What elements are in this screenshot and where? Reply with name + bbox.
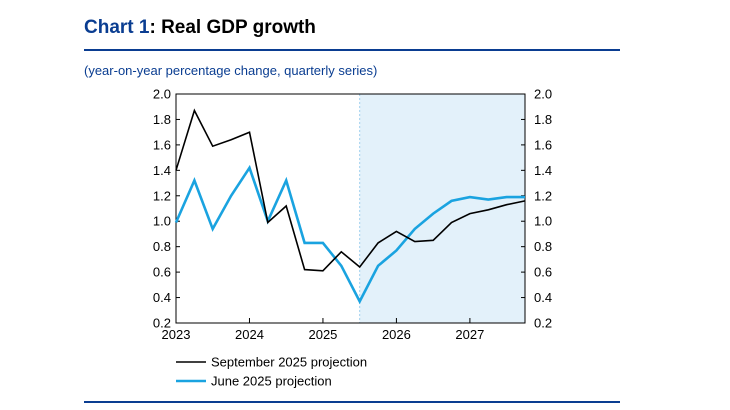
y-tick-label-left: 0.8 [153,239,171,254]
y-tick-label-left: 2.0 [153,87,171,102]
plot-frame [175,93,526,324]
x-tick-label: 2024 [235,327,264,342]
header-rule [84,49,620,51]
y-tick-label-left: 1.0 [153,214,171,229]
legend-label-june: June 2025 projection [211,374,332,389]
y-tick-label-left: 1.8 [153,112,171,127]
y-tick-label-right: 2.0 [534,87,552,102]
y-tick-label-right: 1.4 [534,163,552,178]
y-tick-label-left: 1.4 [153,163,171,178]
x-tick-label: 2025 [308,327,337,342]
x-tick-label: 2027 [455,327,484,342]
y-tick-label-right: 0.4 [534,290,552,305]
y-tick-label-right: 0.8 [534,239,552,254]
y-tick-label-right: 1.8 [534,112,552,127]
chart-title-text: : Real GDP growth [149,17,316,38]
y-tick-label-right: 0.2 [534,316,552,331]
chart-subtitle: (year-on-year percentage change, quarter… [84,63,378,78]
y-tick-label-right: 1.0 [534,214,552,229]
y-tick-label-left: 1.6 [153,137,171,152]
y-tick-label-left: 0.4 [153,290,171,305]
series-line-september [175,108,526,272]
series-line-june [174,164,525,305]
y-tick-label-right: 1.6 [534,137,552,152]
y-tick-label-right: 1.2 [534,188,552,203]
chart-number: Chart 1 [84,17,150,38]
y-tick-label-left: 0.6 [153,265,171,280]
legend-label-september: September 2025 projection [211,355,367,370]
footer-rule [84,401,620,403]
y-tick-label-right: 0.6 [534,265,552,280]
x-tick-label: 2023 [162,327,191,342]
y-tick-label-left: 1.2 [153,188,171,203]
y-tick-label-left: 0.2 [153,316,171,331]
chart-title: Chart 1: Real GDP growth [84,17,316,39]
x-tick-label: 2026 [382,327,411,342]
